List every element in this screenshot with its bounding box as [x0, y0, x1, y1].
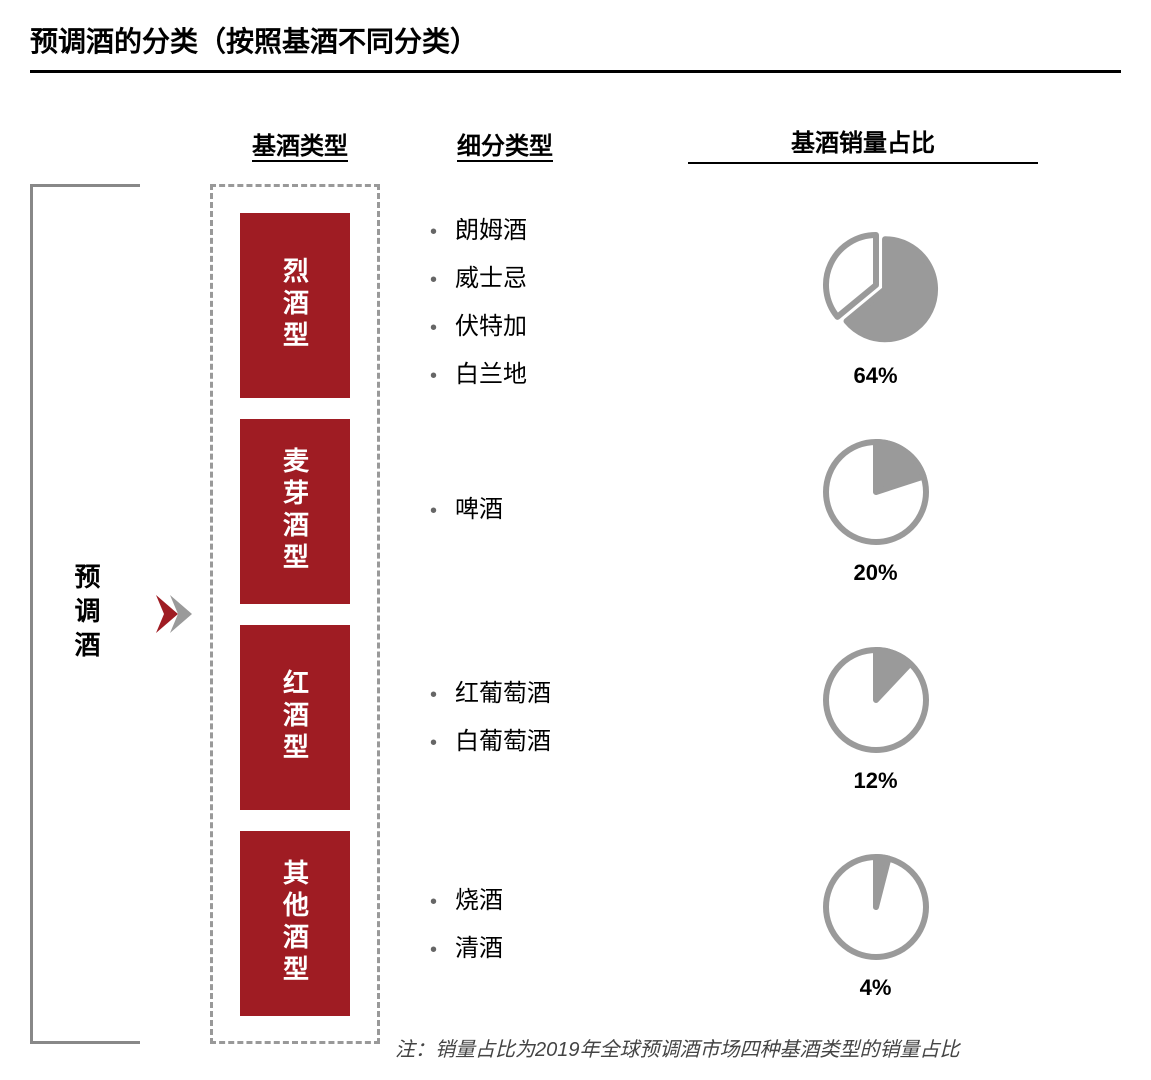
subtype-item: 清酒	[430, 925, 630, 973]
pie-chart-icon	[818, 434, 934, 550]
pie-chart-icon	[808, 217, 944, 353]
rows-column: 朗姆酒威士忌伏特加白兰地 64%啤酒 20%红葡萄酒白葡萄酒 12%烧酒清酒 4…	[380, 184, 1121, 1044]
header-sub-type: 细分类型	[405, 126, 605, 161]
header-sales-share: 基酒销量占比	[688, 123, 1038, 164]
category-row: 啤酒 20%	[380, 407, 1121, 615]
category-row: 朗姆酒威士忌伏特加白兰地 64%	[380, 199, 1121, 407]
footnote: 注：销量占比为2019年全球预调酒市场四种基酒类型的销量占比	[395, 1033, 960, 1062]
header-base-type: 基酒类型	[225, 126, 375, 161]
pie-chart-cell: 20%	[630, 434, 1121, 586]
pie-chart-cell: 64%	[630, 217, 1121, 389]
subtype-item: 威士忌	[430, 255, 630, 303]
pie-percent-label: 20%	[853, 560, 897, 586]
base-type-column: 烈酒型麦芽酒型红酒型其他酒型	[210, 184, 380, 1044]
column-headers: 基酒类型 细分类型 基酒销量占比	[30, 123, 1121, 164]
pie-chart-icon	[818, 849, 934, 965]
subtype-list: 烧酒清酒	[380, 877, 630, 973]
title-underline	[30, 70, 1121, 73]
subtype-item: 啤酒	[430, 486, 630, 534]
subtype-item: 白兰地	[430, 351, 630, 399]
pie-percent-label: 12%	[853, 768, 897, 794]
main-diagram: 预调酒 烈酒型麦芽酒型红酒型其他酒型 朗姆酒威士忌伏特加白兰地 64%啤酒 20…	[30, 184, 1121, 1044]
subtype-list: 红葡萄酒白葡萄酒	[380, 670, 630, 766]
arrow-wrap	[140, 184, 210, 1044]
subtype-list: 啤酒	[380, 486, 630, 534]
pie-chart-icon	[818, 642, 934, 758]
base-type-box: 烈酒型	[240, 213, 350, 398]
base-type-box: 红酒型	[240, 625, 350, 810]
subtype-item: 白葡萄酒	[430, 718, 630, 766]
subtype-item: 烧酒	[430, 877, 630, 925]
arrow-icon	[150, 589, 200, 639]
pie-chart-cell: 4%	[630, 849, 1121, 1001]
subtype-list: 朗姆酒威士忌伏特加白兰地	[380, 207, 630, 399]
subtype-item: 伏特加	[430, 303, 630, 351]
subtype-item: 红葡萄酒	[430, 670, 630, 718]
base-type-box: 其他酒型	[240, 831, 350, 1016]
category-row: 红葡萄酒白葡萄酒 12%	[380, 614, 1121, 822]
pie-percent-label: 4%	[860, 975, 892, 1001]
page-title: 预调酒的分类（按照基酒不同分类）	[30, 20, 1121, 70]
pie-percent-label: 64%	[853, 363, 897, 389]
pie-chart-cell: 12%	[630, 642, 1121, 794]
subtype-item: 朗姆酒	[430, 207, 630, 255]
base-type-box: 麦芽酒型	[240, 419, 350, 604]
category-row: 烧酒清酒 4%	[380, 822, 1121, 1030]
left-bracket: 预调酒	[30, 184, 140, 1044]
left-label: 预调酒	[68, 563, 105, 665]
header-sales-share-wrap: 基酒销量占比	[605, 123, 1121, 164]
